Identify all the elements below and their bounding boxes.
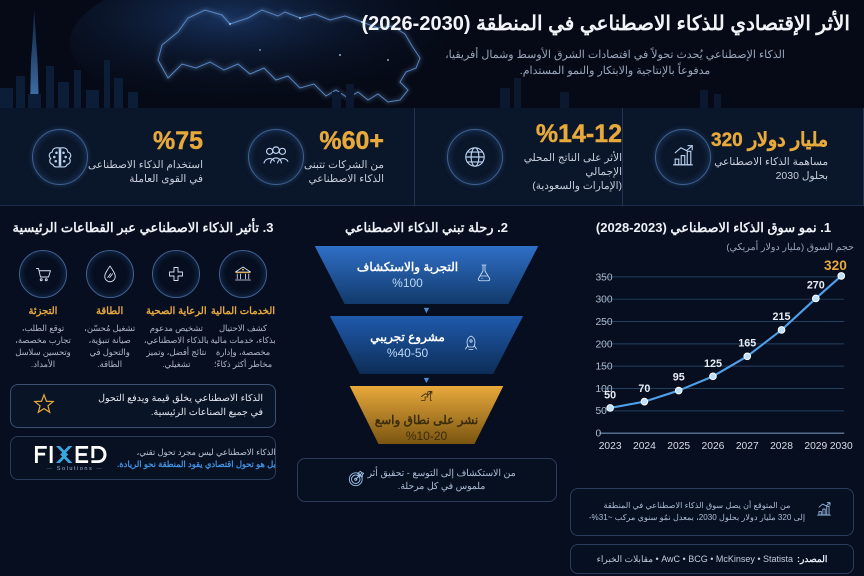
svg-text:2029: 2029 (804, 441, 827, 452)
svg-text:200: 200 (595, 339, 612, 350)
svg-text:2026: 2026 (702, 441, 725, 452)
svg-text:300: 300 (595, 295, 612, 306)
svg-text:50: 50 (604, 389, 616, 401)
svg-text:250: 250 (595, 317, 612, 328)
svg-text:320: 320 (824, 258, 847, 273)
svg-text:0: 0 (595, 429, 601, 440)
svg-text:2030: 2030 (830, 441, 853, 452)
svg-text:70: 70 (638, 383, 650, 395)
svg-text:350: 350 (595, 272, 612, 283)
svg-text:125: 125 (704, 358, 722, 370)
svg-text:270: 270 (807, 280, 825, 292)
svg-text:2027: 2027 (736, 441, 759, 452)
svg-text:2025: 2025 (667, 441, 690, 452)
svg-text:2024: 2024 (633, 441, 656, 452)
svg-text:2028: 2028 (770, 441, 793, 452)
svg-text:215: 215 (773, 311, 791, 323)
svg-text:50: 50 (595, 406, 607, 417)
svg-text:2023: 2023 (599, 441, 622, 452)
svg-text:165: 165 (738, 337, 756, 349)
svg-text:95: 95 (673, 372, 685, 384)
svg-text:150: 150 (595, 362, 612, 373)
